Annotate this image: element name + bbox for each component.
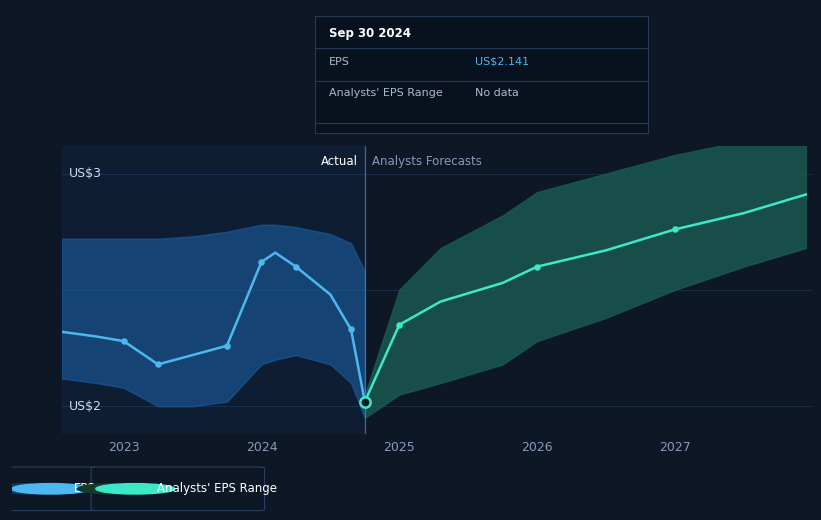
- Point: [289, 263, 302, 271]
- FancyBboxPatch shape: [91, 467, 264, 511]
- Text: US$2.141: US$2.141: [475, 57, 529, 67]
- Text: Sep 30 2024: Sep 30 2024: [328, 27, 410, 41]
- Point: [117, 337, 131, 345]
- Circle shape: [11, 484, 90, 494]
- Circle shape: [96, 484, 175, 494]
- Text: Actual: Actual: [321, 155, 358, 168]
- Text: No data: No data: [475, 88, 519, 98]
- Point: [255, 258, 268, 266]
- Text: Analysts Forecasts: Analysts Forecasts: [372, 155, 482, 168]
- Point: [530, 263, 544, 271]
- Text: US$3: US$3: [68, 167, 102, 180]
- Bar: [62, 146, 365, 434]
- Point: [220, 342, 233, 350]
- Circle shape: [0, 484, 72, 494]
- Text: EPS: EPS: [328, 57, 350, 67]
- Text: US$2: US$2: [68, 400, 102, 413]
- Circle shape: [77, 484, 156, 494]
- Point: [345, 326, 358, 334]
- Text: EPS: EPS: [73, 483, 95, 495]
- FancyBboxPatch shape: [7, 467, 99, 511]
- Point: [152, 360, 165, 369]
- Text: Analysts' EPS Range: Analysts' EPS Range: [328, 88, 443, 98]
- Point: [668, 225, 681, 233]
- Text: Analysts' EPS Range: Analysts' EPS Range: [158, 483, 277, 495]
- Point: [358, 397, 371, 406]
- Point: [392, 321, 406, 329]
